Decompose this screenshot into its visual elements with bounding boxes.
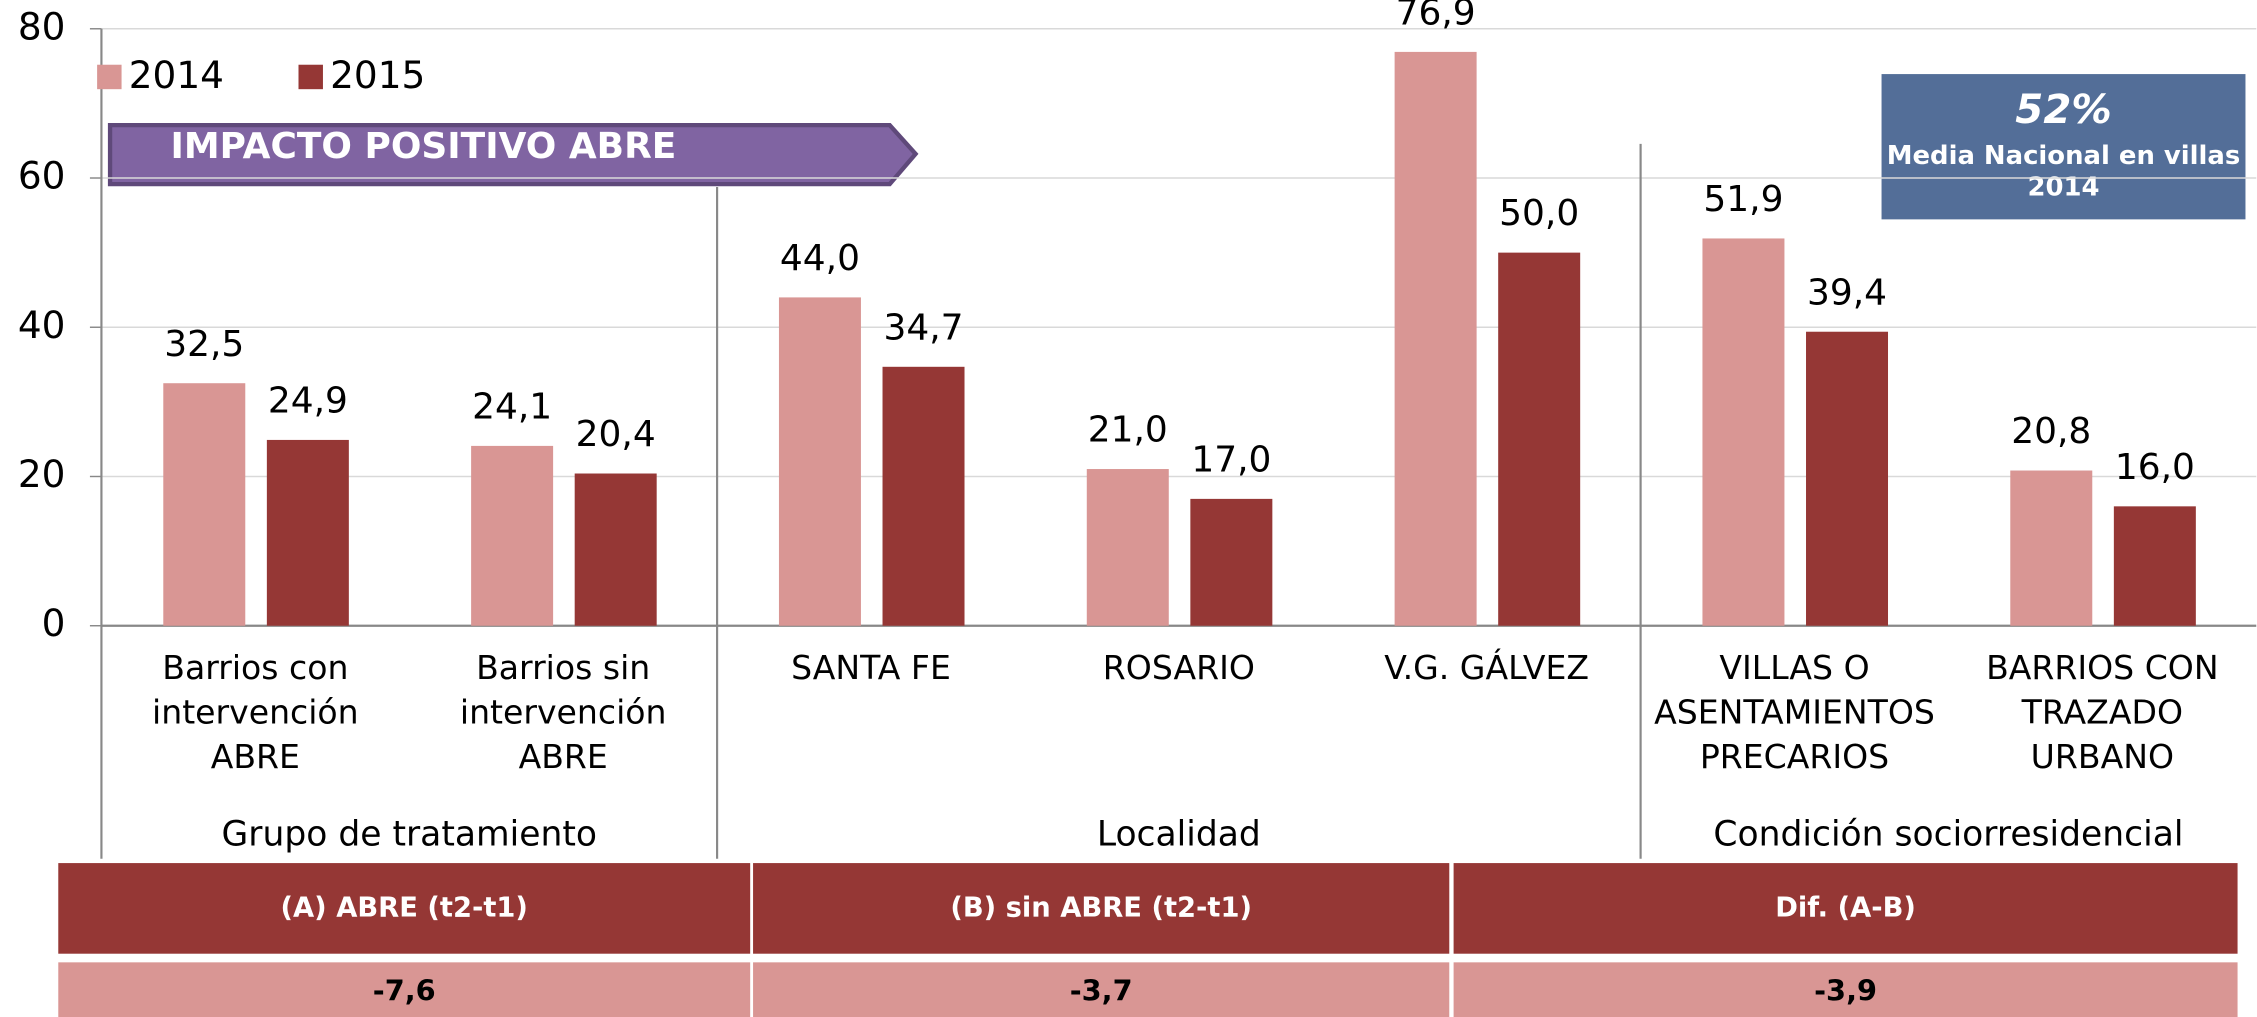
x-tick-label: BARRIOS CON TRAZADO URBANO	[1986, 650, 2219, 777]
value-label: 24,9	[268, 381, 348, 422]
y-tick-label: 0	[42, 601, 66, 645]
table-header-box: Dif. (A-B)	[1775, 891, 1916, 923]
bar	[1702, 238, 1785, 626]
legend-label: 2015	[330, 53, 425, 97]
group-label: Grupo de tratamiento	[222, 814, 597, 854]
x-tick-label: V.G. GÁLVEZ	[1384, 650, 1590, 688]
value-label: 20,4	[576, 414, 656, 455]
x-tick-label: Barrios con intervención ABRE	[152, 650, 359, 777]
box-text-box: Media Nacional en villas 2014	[1886, 141, 2241, 203]
x-tick-label: SANTA FE	[791, 650, 951, 688]
value-label: 44,0	[780, 238, 860, 279]
table-header-box: (B) sin ABRE (t2-t1)	[950, 891, 1252, 923]
x-tick-label-box: BARRIOS CON TRAZADO URBANO	[1986, 650, 2219, 777]
y-tick-label: 40	[18, 303, 66, 347]
bar	[2113, 506, 2196, 626]
bar	[1394, 51, 1477, 626]
x-tick-label: VILLAS O ASENTAMIENTOS PRECARIOS	[1654, 650, 1935, 777]
legend-swatch	[298, 64, 323, 90]
y-tick-label: 80	[18, 4, 66, 48]
bar	[882, 366, 965, 626]
banner-text: IMPACTO POSITIVO ABRE	[170, 126, 676, 167]
bar	[163, 383, 246, 626]
table-header-cell	[58, 863, 751, 954]
table-cell	[1453, 962, 2238, 1017]
value-label: 16,0	[2115, 447, 2195, 488]
x-tick-label-box: VILLAS O ASENTAMIENTOS PRECARIOS	[1654, 650, 1935, 777]
y-tick-label: 20	[18, 452, 66, 496]
table-value: -3,7	[1070, 974, 1133, 1008]
value-label: 21,0	[1088, 410, 1168, 451]
table-header-cell	[753, 863, 1450, 954]
table-cell	[753, 962, 1450, 1017]
bar	[1498, 252, 1581, 626]
bar	[1086, 469, 1169, 626]
table-value: -3,9	[1814, 974, 1877, 1008]
value-label: 32,5	[164, 324, 244, 365]
box-text: Media Nacional en villas 2014	[1886, 141, 2241, 203]
x-tick-label-box: ROSARIO	[1102, 650, 1255, 688]
group-label: Condición sociorresidencial	[1713, 814, 2183, 854]
bar	[2010, 470, 2093, 626]
box-value: 52%	[2015, 87, 2111, 133]
value-label: 24,1	[472, 386, 552, 427]
value-label: 17,0	[1191, 439, 1271, 480]
table-header: (A) ABRE (t2-t1)	[280, 891, 528, 923]
table-cell	[58, 962, 751, 1017]
value-label: 50,0	[1499, 193, 1579, 234]
table-header: Dif. (A-B)	[1775, 891, 1916, 923]
value-label: 34,7	[883, 307, 963, 348]
bar	[1190, 498, 1273, 626]
value-label: 39,4	[1807, 272, 1887, 313]
y-tick-label: 60	[18, 154, 66, 198]
x-tick-label-box: V.G. GÁLVEZ	[1384, 650, 1590, 688]
banner-arrow	[107, 122, 919, 187]
national-box	[1877, 69, 2250, 224]
value-label: 76,9	[1396, 0, 1476, 34]
value-label: 20,8	[2011, 411, 2091, 452]
bar	[778, 297, 861, 626]
group-label: Localidad	[1097, 814, 1261, 854]
bar	[266, 439, 349, 626]
bar	[574, 473, 657, 626]
x-tick-label-box: Barrios con intervención ABRE	[152, 650, 359, 777]
table-value: -7,6	[373, 974, 436, 1008]
table-header-box: (A) ABRE (t2-t1)	[280, 891, 528, 923]
legend-swatch	[97, 64, 122, 90]
table-header-cell	[1453, 863, 2238, 954]
x-tick-label: ROSARIO	[1102, 650, 1255, 688]
value-label: 51,9	[1703, 179, 1783, 220]
x-tick-label-box: SANTA FE	[791, 650, 951, 688]
bar	[471, 445, 554, 626]
table-header: (B) sin ABRE (t2-t1)	[950, 891, 1252, 923]
legend-label: 2014	[129, 53, 224, 97]
x-tick-label: Barrios sin intervención ABRE	[459, 650, 667, 777]
bar	[1806, 331, 1889, 626]
x-tick-label-box: Barrios sin intervención ABRE	[459, 650, 667, 777]
